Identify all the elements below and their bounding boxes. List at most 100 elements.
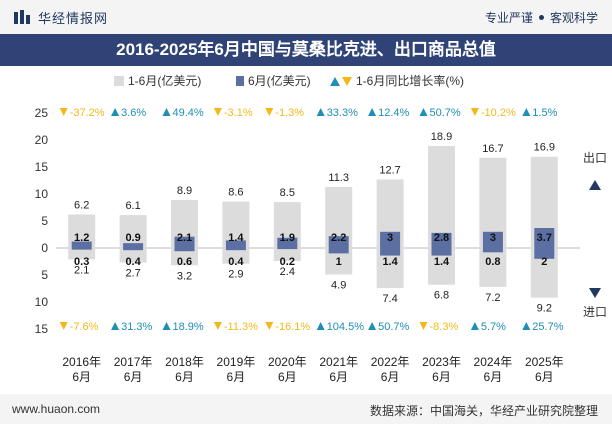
import-monthly-label: 2 bbox=[541, 256, 547, 268]
import-cumulative-label: 2.1 bbox=[74, 264, 89, 276]
import-monthly-label: 0.4 bbox=[228, 256, 244, 268]
x-tick-label: 2020年 6月 bbox=[268, 355, 307, 384]
export-monthly-label: 2.2 bbox=[331, 232, 346, 244]
footer: www.huaon.com 数据来源：中国海关，华经产业研究院整理 bbox=[0, 394, 612, 424]
export-cumulative-label: 16.9 bbox=[534, 142, 555, 154]
legend-label-monthly: 6月(亿美元) bbox=[248, 73, 311, 88]
growth-down-arrow-icon bbox=[213, 108, 222, 116]
export-growth-label: 12.4% bbox=[378, 107, 409, 119]
growth-up-arrow-icon bbox=[368, 108, 377, 116]
export-cumulative-label: 12.7 bbox=[379, 164, 400, 176]
export-monthly-bar bbox=[225, 240, 246, 248]
legend-swatch-cumulative bbox=[114, 76, 124, 86]
export-growth-label: -37.2% bbox=[70, 107, 105, 119]
export-monthly-bar bbox=[123, 243, 144, 248]
export-monthly-label: 1.2 bbox=[74, 232, 89, 244]
import-cumulative-label: 6.8 bbox=[434, 290, 449, 302]
export-monthly-bar bbox=[71, 241, 92, 248]
export-monthly-bar bbox=[174, 236, 195, 248]
tagline: 专业严谨 客观科学 bbox=[485, 9, 598, 26]
import-monthly-bar bbox=[534, 248, 555, 259]
import-cumulative-bar bbox=[479, 248, 507, 287]
legend-swatch-monthly bbox=[236, 76, 244, 86]
import-growth-label: 25.7% bbox=[532, 321, 563, 333]
footer-url: www.huaon.com bbox=[12, 402, 101, 416]
import-monthly-label: 0.3 bbox=[74, 256, 89, 268]
growth-up-arrow-icon bbox=[470, 322, 479, 330]
export-monthly-bar bbox=[328, 236, 349, 248]
export-cumulative-label: 6.1 bbox=[125, 200, 140, 212]
export-monthly-bar bbox=[431, 232, 452, 248]
export-growth-label: 1.5% bbox=[532, 107, 557, 119]
export-cumulative-bar bbox=[119, 215, 147, 248]
x-tick-label: 2025年 6月 bbox=[525, 355, 564, 384]
import-growth-label: 18.9% bbox=[173, 321, 204, 333]
growth-down-arrow-icon bbox=[59, 108, 68, 116]
import-monthly-label: 0.6 bbox=[177, 256, 192, 268]
y-tick-label: 20 bbox=[35, 133, 49, 147]
export-monthly-label: 3 bbox=[387, 232, 393, 244]
y-tick-label: 25 bbox=[35, 106, 49, 120]
tagline-1: 专业严谨 bbox=[484, 11, 533, 25]
y-tick-label: 15 bbox=[35, 322, 49, 336]
import-monthly-bar bbox=[328, 248, 349, 254]
growth-up-arrow-icon bbox=[316, 108, 325, 116]
import-cumulative-label: 7.2 bbox=[485, 292, 500, 304]
export-monthly-bar bbox=[482, 231, 503, 248]
import-monthly-bar bbox=[71, 248, 92, 250]
y-tick-label: 5 bbox=[41, 214, 48, 228]
logo-icon bbox=[14, 10, 30, 24]
y-tick-label: 0 bbox=[41, 241, 48, 255]
x-tick-label: 2017年 6月 bbox=[114, 355, 153, 384]
export-cumulative-label: 11.3 bbox=[328, 172, 349, 184]
y-tick-label: 5 bbox=[41, 268, 48, 282]
import-cumulative-label: 2.4 bbox=[280, 266, 295, 278]
growth-down-arrow-icon bbox=[213, 322, 222, 330]
import-monthly-label: 1 bbox=[336, 256, 342, 268]
export-growth-label: -3.1% bbox=[224, 107, 253, 119]
export-growth-label: -1.3% bbox=[275, 107, 304, 119]
import-cumulative-bar bbox=[273, 248, 301, 261]
export-cumulative-bar bbox=[428, 145, 455, 248]
growth-up-arrow-icon bbox=[162, 108, 171, 116]
import-cumulative-label: 7.4 bbox=[382, 293, 397, 305]
import-arrow-icon bbox=[589, 288, 601, 298]
x-tick-label: 2021年 6月 bbox=[319, 355, 358, 384]
y-tick-label: 10 bbox=[35, 187, 49, 201]
export-growth-label: 49.4% bbox=[173, 107, 204, 119]
import-cumulative-label: 4.9 bbox=[331, 279, 346, 291]
footer-source: 数据来源：中国海关，华经产业研究院整理 bbox=[369, 404, 598, 418]
export-monthly-label: 1.9 bbox=[280, 232, 295, 244]
export-monthly-bar bbox=[534, 228, 555, 248]
import-growth-label: 31.3% bbox=[121, 321, 152, 333]
growth-down-arrow-icon bbox=[265, 108, 274, 116]
export-growth-label: 33.3% bbox=[327, 107, 358, 119]
export-side-label: 出口 bbox=[583, 151, 607, 165]
growth-down-arrow-icon bbox=[470, 108, 479, 116]
import-monthly-label: 0.2 bbox=[280, 256, 295, 268]
legend-down-triangle-icon bbox=[342, 77, 352, 86]
site-name: 华经情报网 bbox=[38, 11, 109, 26]
export-cumulative-label: 18.9 bbox=[431, 131, 452, 143]
export-growth-label: 3.6% bbox=[121, 107, 146, 119]
import-side-label: 进口 bbox=[583, 305, 607, 319]
import-growth-label: 5.7% bbox=[481, 321, 506, 333]
export-cumulative-label: 8.6 bbox=[228, 187, 243, 199]
growth-up-arrow-icon bbox=[522, 322, 531, 330]
growth-down-arrow-icon bbox=[59, 322, 68, 330]
export-cumulative-label: 8.9 bbox=[177, 185, 192, 197]
x-tick-label: 2024年 6月 bbox=[474, 355, 513, 384]
import-monthly-bar bbox=[277, 248, 298, 250]
import-monthly-bar bbox=[225, 248, 246, 251]
import-monthly-label: 0.8 bbox=[485, 256, 500, 268]
export-cumulative-label: 8.5 bbox=[280, 187, 295, 199]
y-tick-label: 10 bbox=[35, 295, 49, 309]
growth-up-arrow-icon bbox=[419, 108, 428, 116]
top-bar: 华经情报网 专业严谨 客观科学 bbox=[0, 0, 612, 34]
import-cumulative-label: 9.2 bbox=[537, 303, 552, 315]
x-tick-label: 2019年 6月 bbox=[217, 355, 256, 384]
growth-up-arrow-icon bbox=[111, 108, 120, 116]
import-monthly-bar bbox=[123, 248, 144, 251]
tagline-dot bbox=[538, 15, 544, 20]
